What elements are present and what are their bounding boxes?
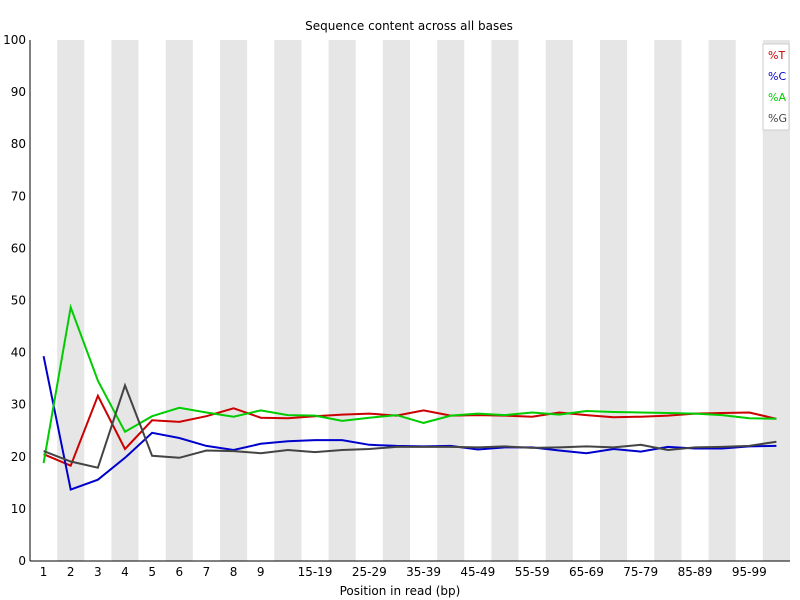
x-axis-label: Position in read (bp) [340,584,461,598]
background-band [111,40,139,561]
background-band [437,40,465,561]
x-tick-label: 15-19 [298,565,333,579]
y-tick-label: 70 [11,189,26,203]
y-tick-label: 20 [11,450,26,464]
background-band [654,40,682,561]
x-tick-label: 8 [230,565,238,579]
x-tick-label: 65-69 [569,565,604,579]
y-tick-label: 60 [11,241,26,255]
legend-entry: %G [768,112,787,125]
series-line-pct-t [43,393,777,468]
x-tick-label: 6 [175,565,183,579]
x-tick-label: 85-89 [678,565,713,579]
y-tick-label: 10 [11,502,26,516]
x-tick-label: 1 [40,565,48,579]
x-tick-label: 45-49 [460,565,495,579]
background-bands [57,40,790,561]
background-band [165,40,193,561]
y-tick-label: 90 [11,85,26,99]
x-tick-label: 9 [257,565,265,579]
background-band [57,40,85,561]
x-tick-label: 55-59 [515,565,550,579]
background-band [600,40,628,561]
x-tick-label: 5 [148,565,156,579]
series-lines [42,303,777,491]
background-band [274,40,302,561]
x-tick-label: 35-39 [406,565,441,579]
series-line-pct-a [42,303,777,464]
legend: %T %C %A %G [762,43,790,131]
x-tick-label: 7 [203,565,211,579]
x-tick-label: 4 [121,565,129,579]
x-tick-label: 95-99 [732,565,767,579]
x-tick-label: 3 [94,565,102,579]
y-tick-label: 30 [11,398,26,412]
background-band [545,40,573,561]
x-tick-labels: 1 2 3 4 5 6 7 8 9 15-19 25-29 35-39 45-49 55-59 65-69 7… [40,565,767,579]
background-band [491,40,519,561]
series-line-pct-g [43,382,777,469]
legend-box [762,43,790,131]
y-tick-label: 100 [3,33,26,47]
y-tick-label: 40 [11,346,26,360]
y-tick-label: 50 [11,294,26,308]
y-tick-label: 80 [11,137,26,151]
y-tick-label: 0 [18,554,26,568]
legend-entry: %T [768,49,785,62]
x-tick-label: 25-29 [352,565,387,579]
y-tick-labels: 0 10 20 30 40 50 60 70 80 90 100 [3,33,26,568]
chart-title: Sequence content across all bases [305,19,513,33]
legend-entry: %C [768,70,786,83]
legend-entry: %A [768,91,786,104]
x-tick-label: 75-79 [623,565,658,579]
background-band [708,40,736,561]
background-band [328,40,356,561]
x-tick-label: 2 [67,565,75,579]
background-band [382,40,410,561]
background-band [220,40,248,561]
